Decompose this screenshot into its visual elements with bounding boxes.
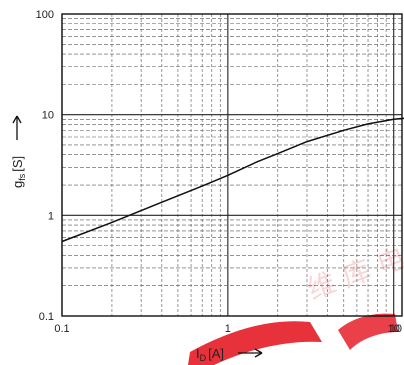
y-tick-label: 100 [36, 9, 54, 21]
y-tick-labels: 0.1 1 10 100 [36, 9, 54, 323]
x-axis-arrow-head [254, 348, 263, 358]
x-tick-label: 0.1 [54, 323, 69, 335]
x-tick-label: 10 [388, 323, 400, 335]
x-tick-label: 10 [390, 323, 402, 335]
watermark-red-swoosh-2 [338, 313, 398, 350]
y-axis-label: gfs[S] [10, 115, 27, 188]
y-tick-label: 0.1 [39, 311, 54, 323]
watermark-text: 维 库 电 子 市 场 [303, 203, 404, 307]
watermark: 维 库 电 子 市 场 [188, 203, 404, 365]
y-axis-label-text: gfs[S] [10, 156, 27, 188]
plot-frame [61, 13, 403, 317]
y-tick-label: 1 [48, 210, 54, 222]
x-axis-label-text: ID [A] [196, 346, 224, 363]
grid [61, 14, 402, 317]
x-axis-label: ID [A] [196, 346, 263, 363]
x-tick-label: 1 [225, 323, 231, 335]
series-line [61, 117, 404, 243]
series-group [61, 117, 404, 243]
y-axis-arrow-head [12, 115, 22, 124]
y-tick-label: 10 [42, 110, 54, 122]
watermark-red-swoosh [188, 321, 322, 365]
